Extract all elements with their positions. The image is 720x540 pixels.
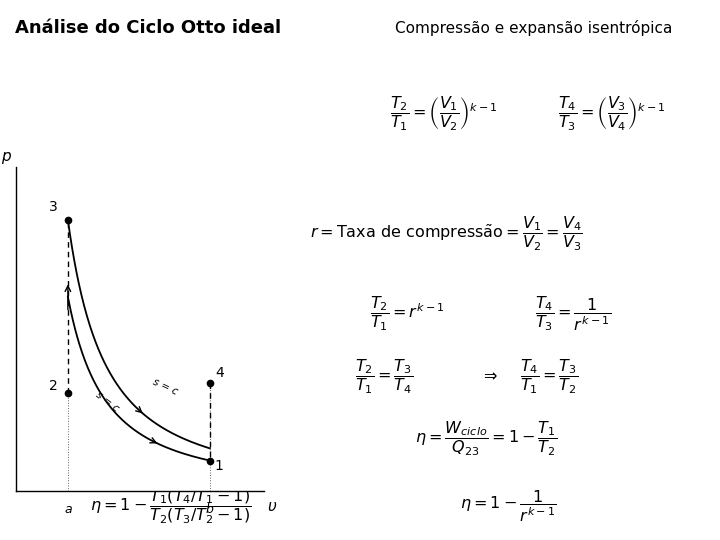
Text: b: b xyxy=(206,503,214,516)
Text: $r = \mathrm{Taxa\ de\ compress\tilde{a}o} = \dfrac{V_1}{V_2} = \dfrac{V_4}{V_3}: $r = \mathrm{Taxa\ de\ compress\tilde{a}… xyxy=(310,215,582,253)
Text: Análise do Ciclo Otto ideal: Análise do Ciclo Otto ideal xyxy=(15,19,281,37)
Text: $\dfrac{T_2}{T_1} = \left(\dfrac{V_1}{V_2}\right)^{k-1}$: $\dfrac{T_2}{T_1} = \left(\dfrac{V_1}{V_… xyxy=(390,95,498,133)
Text: $\Rightarrow$: $\Rightarrow$ xyxy=(480,368,498,383)
Text: s = c: s = c xyxy=(151,376,179,397)
Text: $\dfrac{T_2}{T_1} = r^{k-1}$: $\dfrac{T_2}{T_1} = r^{k-1}$ xyxy=(370,295,445,333)
Text: a: a xyxy=(64,503,72,516)
Text: 2: 2 xyxy=(49,379,58,393)
Text: $\eta = \dfrac{W_{ciclo}}{Q_{23}} = 1 - \dfrac{T_1}{T_2}$: $\eta = \dfrac{W_{ciclo}}{Q_{23}} = 1 - … xyxy=(415,420,557,458)
Text: $\eta = 1 - \dfrac{T_1(T_4/T_1 - 1)}{T_2(T_3/T_2 - 1)}$: $\eta = 1 - \dfrac{T_1(T_4/T_1 - 1)}{T_2… xyxy=(90,488,251,526)
Text: $\eta = \dfrac{W_{ciclo}}{Q_{23}} = 1 - \dfrac{c_v(T_4 - T_1)}{c_v(T_3 - T_2)}$: $\eta = \dfrac{W_{ciclo}}{Q_{23}} = 1 - … xyxy=(50,420,258,458)
Text: 4: 4 xyxy=(215,366,224,380)
Text: 3: 3 xyxy=(49,200,58,214)
Text: $\eta = 1 - \dfrac{1}{r^{k-1}}$: $\eta = 1 - \dfrac{1}{r^{k-1}}$ xyxy=(460,488,557,524)
Text: $\dfrac{T_4}{T_3} = \left(\dfrac{V_3}{V_4}\right)^{k-1}$: $\dfrac{T_4}{T_3} = \left(\dfrac{V_3}{V_… xyxy=(558,95,666,133)
Text: $\dfrac{T_2}{T_1} = \dfrac{T_3}{T_4}$: $\dfrac{T_2}{T_1} = \dfrac{T_3}{T_4}$ xyxy=(355,358,413,396)
Text: Compressão e expansão isentrópica: Compressão e expansão isentrópica xyxy=(395,20,672,36)
Text: $\upsilon$: $\upsilon$ xyxy=(266,499,277,514)
Text: 1: 1 xyxy=(215,459,224,473)
Text: $p$: $p$ xyxy=(1,150,12,166)
Text: s = c: s = c xyxy=(94,390,121,414)
Text: $\dfrac{T_4}{T_1} = \dfrac{T_3}{T_2}$: $\dfrac{T_4}{T_1} = \dfrac{T_3}{T_2}$ xyxy=(520,358,578,396)
Text: $\dfrac{T_4}{T_3} = \dfrac{1}{r^{k-1}}$: $\dfrac{T_4}{T_3} = \dfrac{1}{r^{k-1}}$ xyxy=(535,295,611,333)
